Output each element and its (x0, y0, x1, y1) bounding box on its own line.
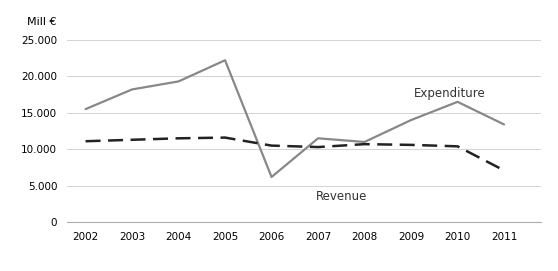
Text: Revenue: Revenue (316, 190, 367, 203)
Text: Mill €: Mill € (27, 17, 56, 27)
Text: Expenditure: Expenditure (413, 87, 485, 100)
